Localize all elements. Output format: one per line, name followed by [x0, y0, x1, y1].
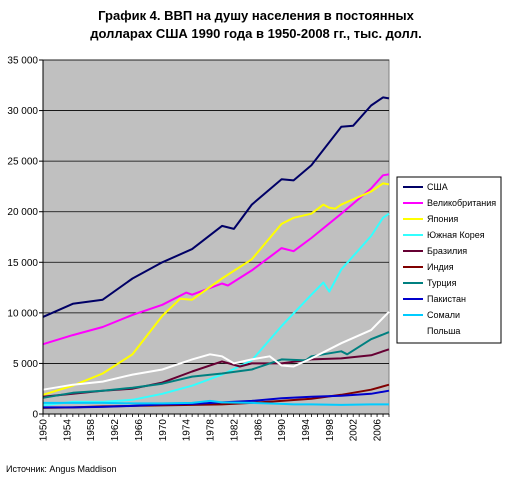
- x-tick-label: 1966: [134, 419, 145, 442]
- series-lines: [42, 96, 390, 409]
- x-tick-label: 2006: [373, 419, 384, 442]
- legend-label: Бразилия: [427, 246, 467, 256]
- x-tick-label: 1982: [229, 419, 240, 442]
- series-line: [42, 173, 390, 346]
- x-tick-label: 1978: [206, 419, 217, 442]
- legend-label: Турция: [427, 278, 457, 288]
- grid: [43, 59, 389, 364]
- y-tick-label: 10 000: [7, 308, 38, 319]
- legend-label: Пакистан: [427, 294, 466, 304]
- x-tick-label: 1990: [277, 419, 288, 442]
- series-line: [42, 96, 390, 318]
- legend-label: Великобритания: [427, 198, 496, 208]
- y-tick-label: 0: [32, 410, 38, 421]
- plot-area: [42, 59, 390, 415]
- series-line: [42, 311, 390, 391]
- y-tick-label: 30 000: [7, 106, 38, 117]
- x-tick-label: 2002: [349, 419, 360, 442]
- y-tick-label: 15 000: [7, 258, 38, 269]
- x-tick-label: 1986: [253, 419, 264, 442]
- x-tick-label: 1994: [301, 419, 312, 442]
- y-tick-label: 20 000: [7, 207, 38, 218]
- x-tick-label: 1958: [86, 419, 97, 442]
- x-axis-ticks: 1950 1954 1958 1962 1966 1970 1974 1978 1982 1986…: [39, 414, 390, 441]
- x-tick-label: 1974: [182, 419, 193, 442]
- series-line: [43, 399, 389, 406]
- x-tick-label: 1998: [325, 419, 336, 442]
- legend: США Великобритания Япония Южная Корея Бразил…: [396, 176, 502, 344]
- y-tick-label: 25 000: [7, 157, 38, 168]
- chart-title-line2: долларах США 1990 года в 1950-2008 гг., …: [90, 26, 421, 41]
- x-tick-label: 1950: [39, 419, 50, 442]
- y-tick-label: 35 000: [7, 56, 38, 67]
- x-tick-label: 1954: [62, 419, 73, 442]
- x-tick-label: 1970: [158, 419, 169, 442]
- y-tick-label: 5 000: [13, 359, 38, 370]
- legend-label: Южная Корея: [427, 230, 485, 240]
- chart-title-line1: График 4. ВВП на душу населения в постоя…: [98, 8, 414, 23]
- legend-label: Сомали: [427, 310, 460, 320]
- series-line: [42, 331, 390, 399]
- legend-label: Япония: [427, 214, 458, 224]
- legend-label: США: [427, 182, 448, 192]
- y-axis-ticks: 0 5 000 10 000 15 000 20 000 25 000 30 000 35 0…: [7, 56, 43, 421]
- series-line: [42, 212, 390, 407]
- source-note: Источник: Angus Maddison: [6, 464, 116, 474]
- legend-label: Индия: [427, 262, 454, 272]
- series-line: [42, 182, 390, 396]
- x-tick-label: 1962: [110, 419, 121, 442]
- legend-label: Польша: [427, 326, 460, 336]
